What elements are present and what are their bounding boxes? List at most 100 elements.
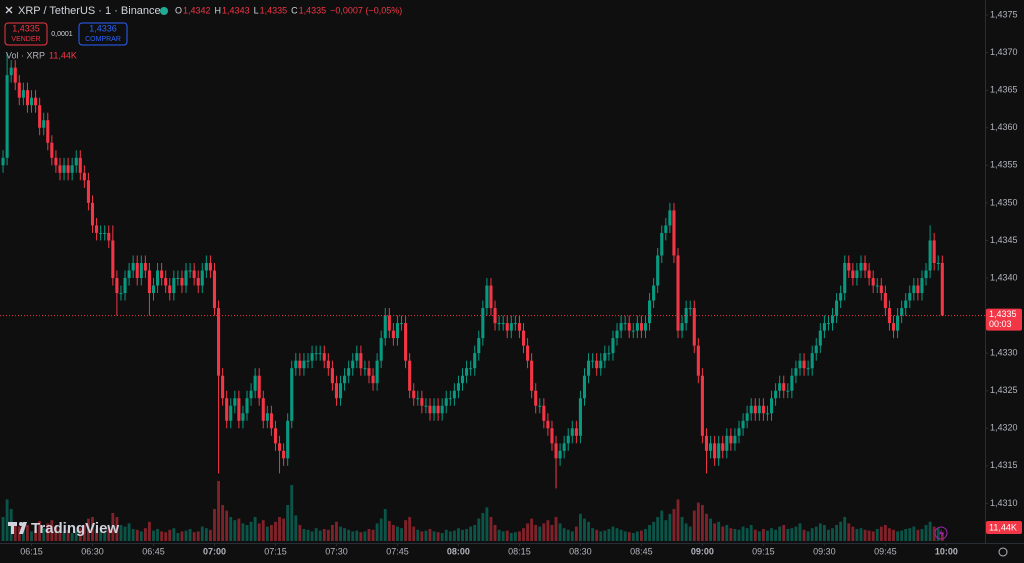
candle-body [115, 278, 119, 294]
volume-bar [436, 532, 440, 541]
volume-bar [522, 528, 525, 541]
volume-bar [579, 513, 582, 541]
candle-body [505, 323, 509, 331]
y-tick-label: 1,4355 [990, 160, 1018, 170]
candle-body [887, 308, 891, 324]
candle-body [643, 323, 648, 331]
volume-bar [282, 518, 286, 541]
volume-bar [343, 528, 347, 541]
candle-body [542, 405, 546, 421]
volume-bar [664, 520, 668, 541]
volume-bar [591, 528, 595, 541]
volume-bar [574, 526, 578, 541]
volume-bar [314, 528, 318, 541]
candle-body [708, 443, 713, 451]
candle-body [790, 375, 794, 391]
candle-body [151, 285, 156, 294]
sell-button[interactable] [4, 22, 48, 46]
x-tick-label: 08:45 [630, 546, 653, 556]
volume-title: Vol · XRP [6, 50, 45, 60]
candle-body [139, 262, 143, 279]
volume-bar [822, 525, 826, 541]
volume-bar [721, 526, 725, 541]
volume-bar [680, 517, 684, 541]
candle-body [200, 270, 204, 286]
buy-button[interactable] [78, 22, 128, 46]
volume-bar [782, 525, 786, 541]
candle-body [729, 435, 733, 444]
candle-body [798, 360, 802, 369]
candle-body [34, 97, 38, 106]
volume-bar [448, 531, 452, 541]
volume-bar [383, 509, 387, 541]
volume-bar [554, 517, 558, 541]
volume-bar [639, 530, 643, 541]
volume-bar [91, 517, 94, 541]
buy-price: 1,4336 [89, 23, 117, 33]
candle-body [839, 293, 843, 301]
volume-bar [713, 523, 717, 541]
volume-bar [562, 528, 566, 541]
volume-bar [741, 526, 745, 541]
candle-body [127, 270, 131, 279]
candle-body [562, 443, 566, 451]
candle-body [99, 232, 103, 234]
volume-bar [778, 526, 782, 541]
candle-body [936, 262, 940, 264]
candle-body [294, 360, 298, 369]
volume-bar [534, 525, 538, 541]
volume-bar [310, 531, 314, 541]
market-status[interactable] [160, 7, 168, 15]
volume-bar [347, 529, 351, 541]
x-tick-label: 08:15 [508, 546, 531, 556]
candle-body [359, 353, 363, 369]
candle-body [375, 360, 379, 384]
volume-bar [920, 529, 924, 541]
volume-bar [233, 520, 237, 541]
legend-header: XRP / TetherUS · 1 · Binance O 1,4342 H 1,4… [4, 5, 402, 60]
candle-body [631, 330, 635, 332]
volume-bar [558, 523, 562, 541]
candle-body [50, 142, 54, 158]
volume-bar [583, 518, 586, 541]
volume-bar [148, 521, 151, 541]
candle-body [334, 383, 339, 399]
candle-body [460, 375, 465, 384]
y-tick-label: 1,4340 [990, 272, 1018, 282]
candle-body [692, 308, 696, 346]
volume-bar [221, 505, 225, 541]
candle-body [428, 405, 432, 414]
x-tick-label: 09:00 [691, 546, 714, 556]
volume-bar [916, 529, 920, 541]
candle-body [924, 270, 928, 279]
settings-button[interactable] [998, 547, 1008, 557]
volume-bar [501, 531, 505, 541]
candle-body [826, 323, 831, 325]
volume-bar [696, 502, 700, 541]
sell-label: VENDER [11, 36, 40, 43]
candle-body [46, 120, 50, 143]
volume-bar [863, 529, 867, 541]
ohlc-value: 1,4342 [183, 5, 211, 15]
candle-body [432, 405, 436, 414]
volume-bar [587, 521, 590, 541]
volume-bar [509, 533, 513, 541]
volume-bar [265, 526, 269, 541]
volume-bar [1, 517, 5, 541]
volume-bar [78, 528, 82, 541]
candle-body [399, 323, 404, 325]
candle-body [879, 285, 883, 294]
candle-body [347, 368, 351, 376]
volume-bar [257, 523, 261, 541]
candle-body [343, 375, 347, 384]
candle-body [745, 413, 749, 421]
candle-body [25, 90, 29, 106]
candle-body [513, 323, 517, 325]
lightning-button[interactable] [934, 526, 948, 540]
candle-body [810, 353, 814, 369]
close-icon[interactable] [5, 6, 13, 14]
volume-bar [924, 525, 928, 541]
candle-body [196, 278, 200, 286]
candle-body [554, 443, 558, 459]
candle-body [379, 338, 383, 361]
